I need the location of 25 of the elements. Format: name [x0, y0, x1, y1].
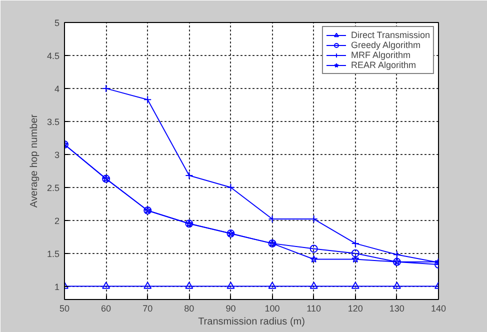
x-tick-label: 70	[142, 304, 153, 314]
x-tick-label: 80	[184, 304, 194, 314]
y-tick-label: 5	[54, 18, 60, 28]
x-tick-label: 50	[59, 304, 70, 314]
y-tick-label: 1	[54, 282, 60, 292]
x-tick-label: 120	[348, 304, 363, 314]
y-tick-label: 4	[54, 84, 60, 94]
y-tick-label: 3	[54, 150, 60, 160]
x-tick-label: 130	[389, 304, 404, 314]
x-tick-label: 140	[430, 304, 446, 314]
legend-label: Greedy Algorithm	[350, 40, 420, 50]
y-axis-title: Average hop number	[28, 114, 40, 208]
x-tick-label: 60	[101, 304, 112, 314]
legend-label: MRF Algorithm	[350, 50, 410, 60]
y-tick-label: 4.5	[46, 50, 60, 61]
x-tick-label: 100	[264, 304, 280, 314]
y-tick-label: 3.5	[46, 116, 60, 127]
x-tick-label: 110	[306, 304, 322, 314]
legend-label: Direct Transmission	[350, 30, 430, 40]
legend-label: REAR Algorithm	[350, 60, 416, 70]
y-tick-label: 2.5	[46, 182, 60, 193]
y-tick-label: 2	[54, 216, 60, 226]
y-tick-label: 1.5	[46, 248, 60, 259]
x-axis-title: Transmission radius (m)	[198, 316, 305, 328]
x-tick-label: 90	[226, 304, 236, 314]
